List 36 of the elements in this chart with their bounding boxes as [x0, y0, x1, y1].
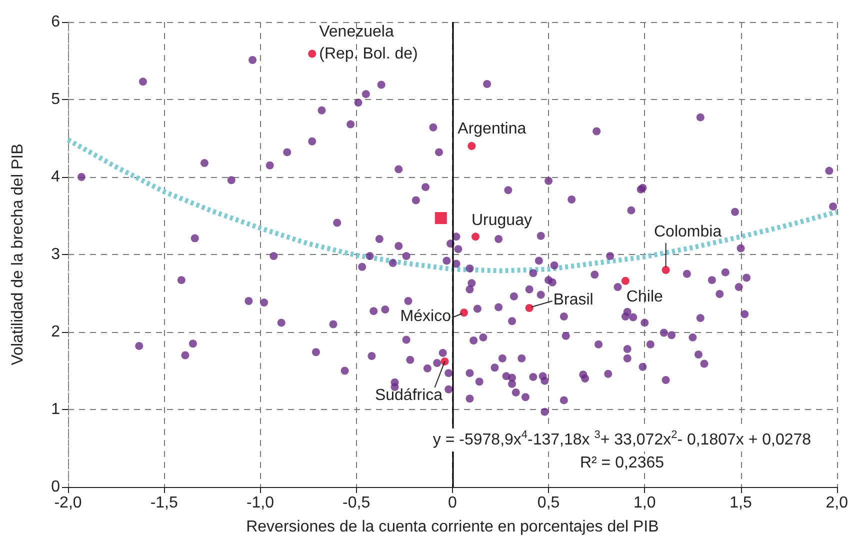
- x-tick-label: -1,5: [150, 494, 178, 512]
- point: [434, 212, 447, 224]
- y-tick-label: 2: [51, 324, 60, 340]
- annotation: Chile: [626, 288, 663, 306]
- point: [440, 357, 449, 366]
- x-tick-label: 1,0: [634, 494, 656, 512]
- point: [621, 276, 630, 285]
- x-tick-label: 0: [448, 494, 457, 512]
- point: [525, 304, 534, 312]
- point: [460, 308, 468, 317]
- x-tick-label: 1,5: [730, 494, 752, 512]
- annotation: Argentina: [458, 120, 526, 138]
- annotation: Uruguay: [472, 212, 532, 230]
- x-tick-label: -2,0: [54, 494, 82, 512]
- y-tick-label: 3: [51, 246, 60, 263]
- x-tick-label: 0,5: [537, 494, 560, 512]
- annotation: México: [400, 308, 452, 326]
- x-tick-label: -0,5: [342, 494, 370, 512]
- annotation: Brasil: [553, 291, 594, 308]
- y-axis-title: Volatilidad de la brecha del PIB: [10, 144, 26, 366]
- point: [662, 266, 670, 274]
- y-tick-label: 5: [51, 91, 60, 108]
- annotation: Sudáfrica: [374, 386, 443, 404]
- annotation: Colombia: [654, 224, 722, 240]
- x-tick-label: 2,0: [826, 494, 848, 512]
- annotation: R² = 0,2365: [580, 454, 664, 472]
- point: [472, 232, 480, 241]
- y-tick-label: 4: [51, 168, 60, 186]
- y-tick-label: 6: [51, 14, 60, 30]
- x-tick-label: -1,0: [246, 494, 274, 512]
- y-tick-label: 0: [51, 478, 60, 496]
- x-axis-title: Reversiones de la cuenta corriente en porcentajes del PIB: [246, 518, 659, 536]
- point: [308, 50, 316, 58]
- annotation: Venezuela (Rep. Bol. de): [319, 23, 418, 62]
- point: [468, 142, 476, 150]
- y-tick-label: 1: [51, 401, 60, 418]
